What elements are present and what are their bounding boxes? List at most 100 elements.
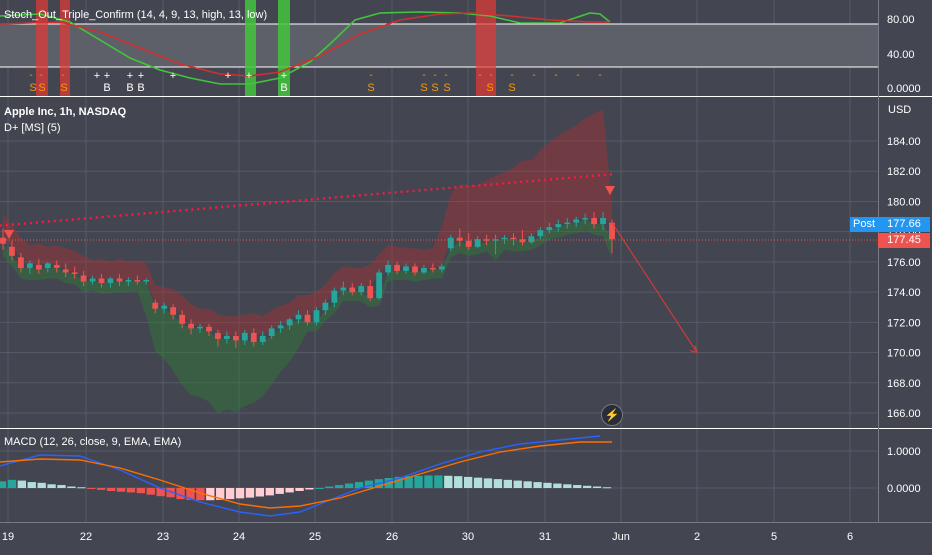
macd-hist-bar <box>77 487 86 489</box>
candle-body <box>35 264 42 270</box>
candle-body <box>206 326 212 332</box>
price-axis-tick-9: 166.00 <box>887 408 921 420</box>
resistance-cloud <box>3 109 612 336</box>
sell-dash-5: - <box>433 70 436 81</box>
sell-dash-11: - <box>554 70 557 81</box>
candle-body <box>421 267 427 273</box>
time-axis-label-10: 5 <box>771 531 777 543</box>
macd-line <box>0 435 601 517</box>
macd-hist-bar <box>146 488 155 495</box>
macd-hist-bar <box>354 482 364 488</box>
macd-hist-bar <box>235 488 245 499</box>
candle-body <box>528 236 535 243</box>
candle-body <box>519 239 526 243</box>
candle-body <box>44 263 51 268</box>
candle-body <box>304 314 311 323</box>
macd-hist-bar <box>573 485 582 488</box>
candle-body <box>223 335 230 339</box>
candle-body <box>18 257 24 268</box>
candle-body <box>53 264 60 268</box>
stoch-slow-line <box>0 12 610 77</box>
sell-letter-6: S <box>443 82 450 94</box>
macd-hist-bar <box>602 487 612 489</box>
macd-hist-bar <box>275 488 284 494</box>
macd-hist-bar <box>404 476 413 488</box>
replay-icon[interactable]: ⚡ <box>601 404 623 426</box>
macd-hist-bar <box>444 475 453 488</box>
buy-plus-6: + <box>246 70 252 82</box>
buy-plus-1: + <box>104 70 110 82</box>
macd-axis-tick-1: 0.0000 <box>887 483 921 495</box>
macd-hist-bar <box>126 488 136 493</box>
candle-body <box>26 263 33 268</box>
sell-letter-5: S <box>431 82 438 94</box>
candle-body <box>340 287 347 291</box>
macd-hist-bar <box>553 483 562 488</box>
stoch-axis-tick-1: 40.00 <box>887 49 915 61</box>
macd-hist-bar <box>7 479 17 488</box>
candle-body <box>152 302 159 309</box>
projection-arrowhead <box>689 345 698 354</box>
sell-dash-6: - <box>444 70 447 81</box>
time-axis-label-2: 23 <box>157 531 169 543</box>
currency-label: USD <box>888 104 912 116</box>
stoch-fast-line <box>0 11 611 85</box>
candle-body <box>403 266 409 271</box>
candle-body <box>313 310 320 323</box>
macd-axis-tick-0: 1.0000 <box>887 446 921 458</box>
sell-dash-10: - <box>532 70 535 81</box>
candle-body <box>0 237 6 244</box>
price-axis-tick-2: 180.00 <box>887 196 921 208</box>
macd-hist-bar <box>206 488 215 501</box>
macd-hist-bar <box>245 488 255 498</box>
buy-plus-7: + <box>281 70 287 82</box>
macd-hist-bar <box>255 488 265 497</box>
sell-signal-bar-0 <box>36 0 48 96</box>
candle-body <box>107 278 114 284</box>
sell-letter-1: S <box>38 82 45 94</box>
sell-letter-8: S <box>508 82 515 94</box>
candle-body <box>89 278 96 282</box>
candle-body <box>385 264 392 273</box>
macd-hist-bar <box>116 488 126 492</box>
candle-body <box>349 287 356 293</box>
price-axis-tick-8: 168.00 <box>887 378 921 390</box>
candle-body <box>80 275 87 282</box>
candle-body <box>259 335 266 342</box>
sell-signal-bar-1 <box>60 0 70 96</box>
macd-hist-bar <box>344 483 354 488</box>
macd-hist-bar <box>186 488 195 500</box>
sell-dash-4: - <box>422 70 425 81</box>
sell-dash-9: - <box>510 70 513 81</box>
macd-hist-bar <box>106 488 116 491</box>
macd-hist-bar <box>47 484 56 488</box>
candle-body <box>394 264 400 271</box>
candle-body <box>367 286 374 299</box>
macd-hist-bar <box>424 475 433 488</box>
candle-body <box>277 325 284 329</box>
macd-hist-bar <box>434 475 443 488</box>
time-axis-label-0: 19 <box>2 531 14 543</box>
time-axis-label-11: 6 <box>847 531 853 543</box>
macd-hist-bar <box>582 485 592 488</box>
buy-plus-0: + <box>94 70 100 82</box>
candle-body <box>197 326 203 329</box>
sell-dash-3: - <box>369 70 372 81</box>
macd-hist-bar <box>0 481 7 488</box>
macd-hist-bar <box>563 484 572 488</box>
macd-hist-bar <box>473 477 483 488</box>
macd-hist-bar <box>335 485 344 488</box>
macd-hist-bar <box>27 482 36 488</box>
candle-body <box>268 328 275 336</box>
candle-body <box>295 314 302 320</box>
sell-triangle-marker <box>605 186 615 195</box>
macd-hist-bar <box>503 479 512 488</box>
buy-letter-0: B <box>103 82 110 94</box>
projection-line <box>611 222 698 353</box>
price-axis-tick-6: 172.00 <box>887 317 921 329</box>
candle-body <box>322 302 329 311</box>
candle-body <box>134 280 141 282</box>
candle-body <box>179 314 186 324</box>
